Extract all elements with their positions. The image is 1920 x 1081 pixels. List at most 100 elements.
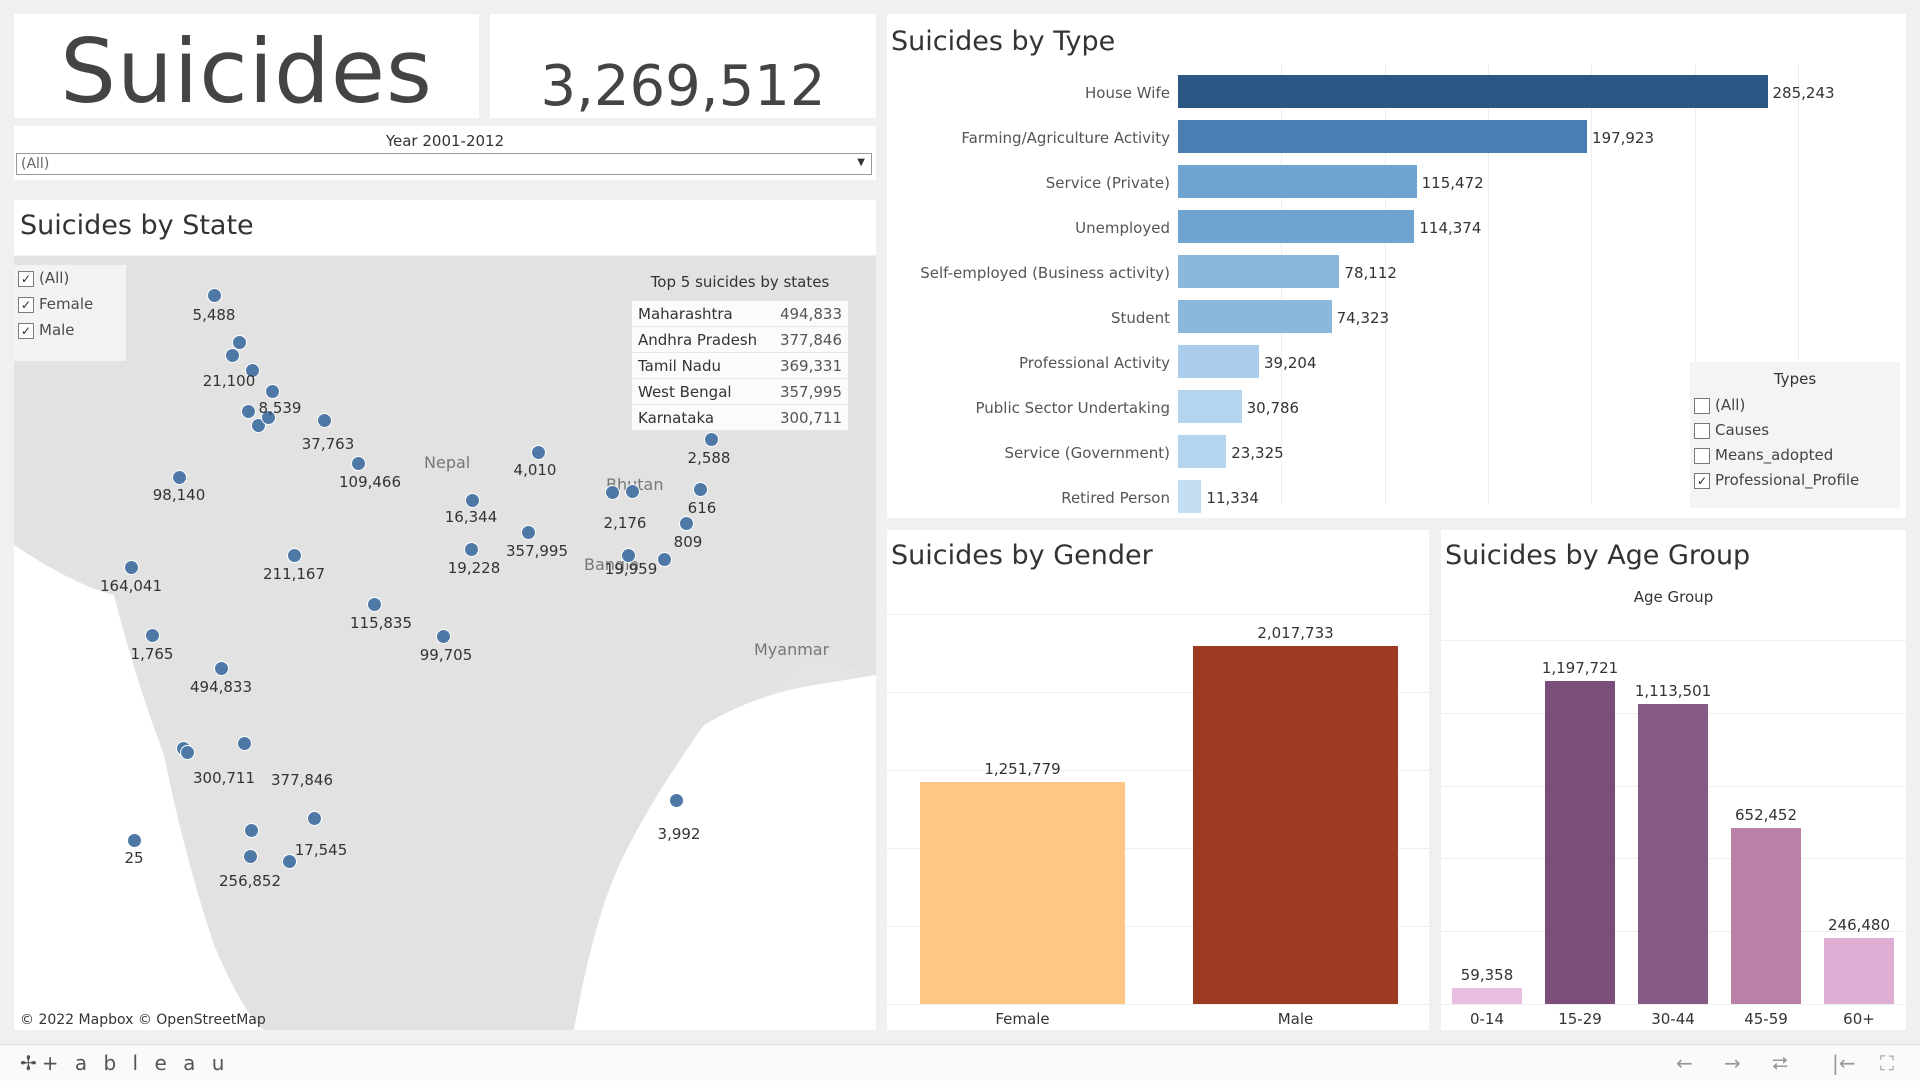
year-filter-label: Year 2001-2012: [385, 132, 505, 150]
map-value-label: 1,765: [130, 645, 174, 663]
map-marker[interactable]: [232, 335, 247, 350]
category-label: 30-44: [1651, 1010, 1695, 1028]
map-marker[interactable]: [351, 456, 366, 471]
map-marker[interactable]: [625, 484, 640, 499]
map-marker[interactable]: [261, 410, 276, 425]
map-marker[interactable]: [225, 348, 240, 363]
bar[interactable]: [1731, 828, 1801, 1004]
redo-icon[interactable]: →: [1724, 1051, 1741, 1075]
types-filter-professional-profile[interactable]: ✓ Professional_Profile: [1694, 471, 1859, 489]
bar-value-label: 246,480: [1827, 915, 1891, 934]
year-filter-value: (All): [21, 156, 50, 172]
bar[interactable]: [1824, 937, 1894, 1004]
gender-filter-male[interactable]: ✓ Male: [18, 321, 75, 339]
checkbox-icon[interactable]: ✓: [1694, 472, 1710, 489]
bar[interactable]: [920, 782, 1125, 1004]
types-filter-all[interactable]: (All): [1694, 396, 1745, 414]
gridline: [887, 926, 1429, 927]
age-axis-title: Age Group: [1633, 588, 1714, 606]
state-chart-title: Suicides by State: [20, 210, 254, 241]
checkbox-icon[interactable]: ✓: [18, 296, 34, 313]
geo-label: Nepal: [424, 453, 471, 472]
map-marker[interactable]: [243, 849, 258, 864]
type-bar[interactable]: [1178, 120, 1588, 153]
map-value-label: 164,041: [99, 577, 163, 595]
revert-icon[interactable]: ⮂: [1772, 1051, 1788, 1075]
map-marker[interactable]: [245, 363, 260, 378]
types-filter-means-adopted[interactable]: Means_adopted: [1694, 446, 1833, 464]
bar[interactable]: [1452, 987, 1522, 1004]
map-marker[interactable]: [307, 811, 322, 826]
tableau-logo[interactable]: ✢+ a b l e a u: [20, 1051, 230, 1075]
map-marker[interactable]: [436, 629, 451, 644]
bar[interactable]: [1638, 703, 1708, 1004]
map-marker[interactable]: [244, 823, 259, 838]
type-bar[interactable]: [1178, 75, 1768, 108]
bar-value-label: 1,251,779: [984, 760, 1061, 779]
fullscreen-icon[interactable]: ⛶: [1880, 1051, 1894, 1075]
type-bar[interactable]: [1178, 255, 1340, 288]
map-marker[interactable]: [145, 628, 160, 643]
type-bar[interactable]: [1178, 165, 1417, 198]
year-filter-dropdown[interactable]: (All) ▼: [16, 153, 872, 175]
map-marker[interactable]: [605, 485, 620, 500]
gender-filter-all[interactable]: ✓ (All): [18, 269, 69, 287]
map-marker[interactable]: [317, 413, 332, 428]
type-bar[interactable]: [1178, 345, 1260, 378]
map-marker[interactable]: [172, 470, 187, 485]
india-map[interactable]: ✓(All) ✓Female ✓Male Nepal Bhutan Bangla…: [14, 255, 876, 1030]
checkbox-icon[interactable]: ✓: [18, 270, 34, 287]
gridline: [887, 1004, 1429, 1005]
type-bar[interactable]: [1178, 390, 1242, 423]
map-marker[interactable]: [237, 736, 252, 751]
map-marker[interactable]: [127, 833, 142, 848]
map-value-label: 98,140: [152, 486, 206, 504]
map-marker[interactable]: [282, 854, 297, 869]
state-name: Andhra Pradesh: [632, 326, 771, 353]
bar-value-label: 2,017,733: [1257, 624, 1334, 643]
checkbox-icon[interactable]: [1694, 447, 1710, 464]
bar[interactable]: [1193, 646, 1398, 1004]
map-value-label: 377,846: [270, 771, 334, 789]
map-value-label: 19,228: [447, 559, 501, 577]
category-label: 60+: [1843, 1010, 1875, 1028]
chevron-down-icon[interactable]: ▼: [857, 157, 865, 168]
map-marker[interactable]: [207, 288, 222, 303]
gridline: [1384, 64, 1386, 504]
map-marker[interactable]: [367, 597, 382, 612]
kpi-total-panel: 3,269,512: [490, 14, 876, 118]
map-marker[interactable]: [693, 482, 708, 497]
map-marker[interactable]: [180, 745, 195, 760]
map-marker[interactable]: [241, 404, 256, 419]
map-marker[interactable]: [214, 661, 229, 676]
map-marker[interactable]: [464, 542, 479, 557]
map-marker[interactable]: [521, 525, 536, 540]
map-marker[interactable]: [124, 560, 139, 575]
type-bar[interactable]: [1178, 300, 1332, 333]
map-marker[interactable]: [669, 793, 684, 808]
type-value-label: 197,923: [1592, 129, 1655, 147]
map-marker[interactable]: [621, 548, 636, 563]
checkbox-icon[interactable]: ✓: [18, 322, 34, 339]
map-marker[interactable]: [265, 384, 280, 399]
map-marker[interactable]: [287, 548, 302, 563]
bar[interactable]: [1545, 681, 1615, 1004]
state-name: Karnataka: [632, 404, 771, 431]
map-marker[interactable]: [704, 432, 719, 447]
type-bar[interactable]: [1178, 435, 1227, 468]
gender-filter-female[interactable]: ✓ Female: [18, 295, 93, 313]
checkbox-icon[interactable]: [1694, 397, 1710, 414]
type-bar[interactable]: [1178, 480, 1202, 513]
types-filter-title: Types: [1773, 370, 1817, 388]
map-marker[interactable]: [657, 552, 672, 567]
checkbox-icon[interactable]: [1694, 422, 1710, 439]
map-marker[interactable]: [679, 516, 694, 531]
type-bar[interactable]: [1178, 210, 1415, 243]
bar-value-label: 59,358: [1460, 965, 1514, 984]
types-filter-causes[interactable]: Causes: [1694, 421, 1769, 439]
map-marker[interactable]: [531, 445, 546, 460]
reset-icon[interactable]: |←: [1832, 1051, 1856, 1075]
undo-icon[interactable]: ←: [1676, 1051, 1693, 1075]
map-marker[interactable]: [465, 493, 480, 508]
map-value-label: 19,959: [604, 560, 658, 578]
